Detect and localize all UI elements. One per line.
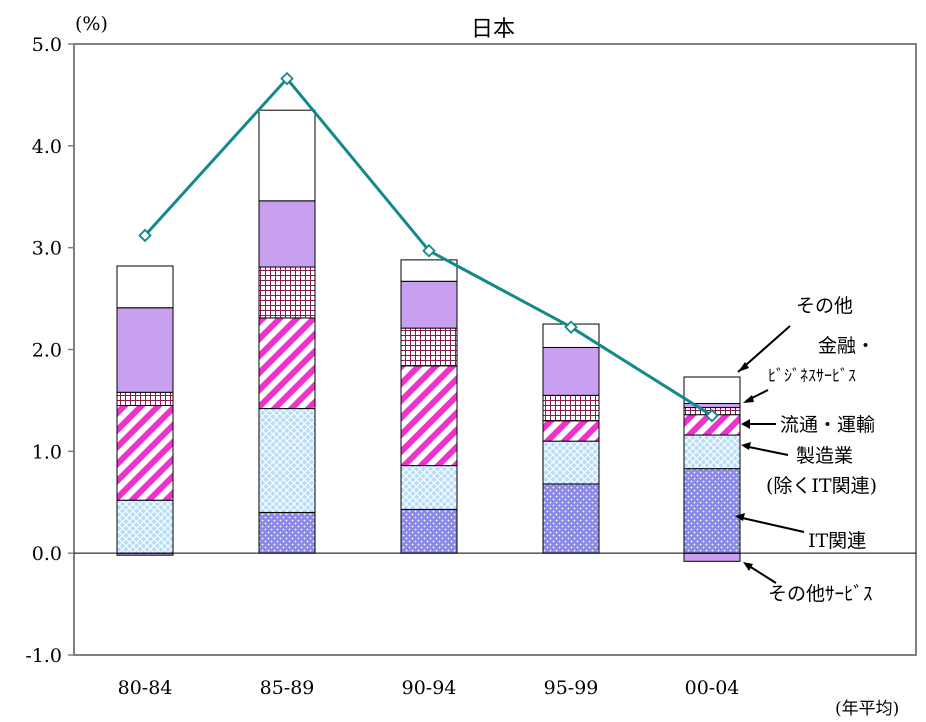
bar-segment-00-04-0 [683,552,741,562]
bar-segment-80-84-3 [116,405,174,501]
trend-point [138,228,152,243]
y-tick-label: 1.0 [32,441,62,463]
plot-frame [73,43,917,656]
x-tick-label: 95-99 [544,677,599,699]
bar-segment-00-04-6 [683,376,741,404]
bar-segment-85-89-6 [258,109,316,202]
arrow-manufacturing [743,445,789,456]
trend-point [280,71,294,86]
bar-segment-80-84-5 [116,307,174,393]
arrow-head-finance [743,395,754,403]
bar-segment-95-99-1 [542,483,600,554]
x-tick-label: 80-84 [118,677,173,699]
y-axis: 5.0 4.0 3.0 2.0 1.0 0.0 -1.0 [25,34,74,667]
bar-segment-85-89-5 [258,200,316,268]
bar-segment-90-94-3 [400,365,458,467]
y-tick-label: -1.0 [25,645,62,667]
bar-segment-95-99-4 [542,394,600,422]
y-tick-label: 4.0 [32,136,62,158]
y-tick-label: 0.0 [32,543,62,565]
bar-segment-90-94-4 [400,327,458,367]
annotation-it: IT関連 [808,530,866,552]
bar-segment-95-99-2 [542,440,600,485]
trend-point [564,320,578,334]
bar-segment-85-89-3 [258,317,316,410]
chart-title: 日本 [471,17,515,42]
unit-label: (%) [75,13,108,35]
annotation-manufacturing-2: (除くIT関連) [766,475,877,497]
arrow-head-manufacturing [741,442,751,450]
arrow-head-distribution [741,419,750,429]
y-tick-label: 3.0 [32,238,62,260]
trend-point [422,243,436,258]
bar-segment-80-84-4 [116,391,174,407]
trend-line [138,71,719,423]
bar-segment-00-04-2 [683,434,741,470]
annotations: その他 金融・ ﾋﾞｼﾞﾈｽｻｰﾋﾞｽ 流通・運輸 製造業 (除くIT関連) I… [735,295,877,605]
x-tick-label: 00-04 [685,677,740,699]
x-axis-note: (年平均) [835,699,899,719]
bars [116,109,741,562]
bar-segment-00-04-1 [683,468,741,554]
annotation-finance-1: 金融・ [818,335,875,357]
arrow-other [737,325,791,373]
x-tick-label: 85-89 [260,677,315,699]
bar-segment-95-99-5 [542,346,600,396]
arrow-head-other-services [743,562,753,571]
x-tick-label: 90-94 [402,677,457,699]
bar-segment-90-94-5 [400,280,458,329]
bar-segment-90-94-2 [400,465,458,510]
annotation-other: その他 [796,295,853,317]
bar-segment-90-94-6 [400,259,458,282]
bar-segment-85-89-1 [258,511,316,554]
bar-segment-85-89-4 [258,266,316,319]
y-tick-label: 5.0 [32,34,62,56]
arrow-head-other [738,362,749,372]
annotation-finance-2: ﾋﾞｼﾞﾈｽｻｰﾋﾞｽ [768,366,856,385]
bar-segment-85-89-2 [258,408,316,513]
annotation-other-services: その他ｻｰﾋﾞｽ [768,583,873,605]
x-axis: 80-84 85-89 90-94 95-99 00-04 [118,677,740,699]
bar-segment-90-94-1 [400,508,458,554]
annotation-distribution: 流通・運輸 [780,414,875,436]
arrow-head-it [735,513,745,521]
y-tick-label: 2.0 [32,340,62,362]
bar-segment-80-84-2 [116,499,174,554]
bar-segment-95-99-3 [542,420,600,442]
annotation-manufacturing-1: 製造業 [796,445,853,467]
arrow-it [737,516,805,533]
trend-point [705,408,719,423]
bar-segment-80-84-6 [116,265,174,309]
